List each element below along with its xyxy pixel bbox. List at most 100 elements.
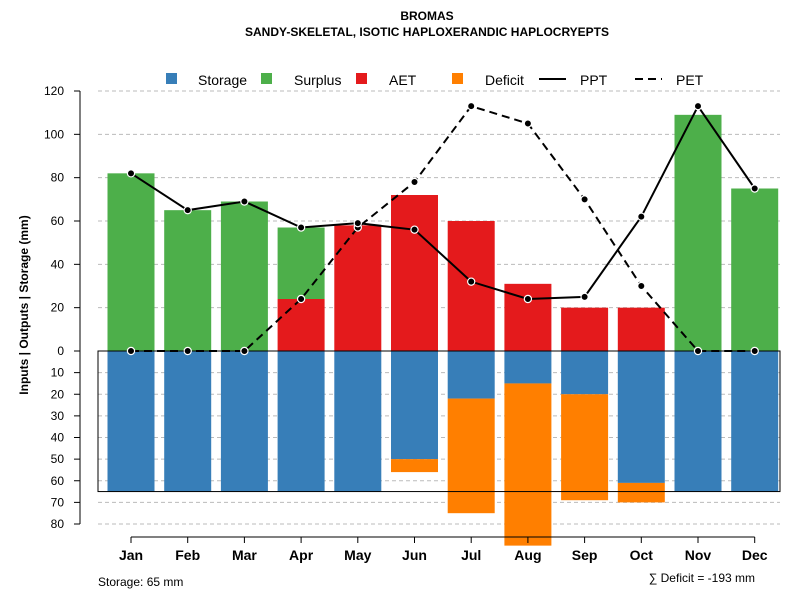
deficit-total: ∑ Deficit = -193 mm xyxy=(649,571,755,585)
aet-bar xyxy=(561,307,609,351)
bars xyxy=(97,114,781,546)
ppt-point xyxy=(410,225,419,234)
y-tick-label: 10 xyxy=(51,366,65,380)
legend-label: Storage xyxy=(198,72,247,88)
deficit-bar xyxy=(391,459,438,473)
storage-bar xyxy=(447,351,495,399)
storage-bar xyxy=(617,351,665,483)
x-tick-label: Aug xyxy=(514,547,541,563)
pet-line xyxy=(131,105,755,352)
axes: 0 20 40 60 80 100 120 10 20 30 40 50 60 70 80 Jan Feb Mar… xyxy=(44,84,768,563)
x-tick-label: Jul xyxy=(461,547,481,563)
ppt-point xyxy=(637,212,646,221)
aet-bar xyxy=(617,307,665,351)
pet-point xyxy=(580,195,589,204)
deficit-bar xyxy=(447,398,495,514)
gridlines xyxy=(98,90,780,525)
legend-swatch xyxy=(261,73,272,84)
y-tick-label: 50 xyxy=(51,452,65,466)
x-tick-label: Oct xyxy=(630,547,654,563)
x-tick-label: Mar xyxy=(232,547,257,563)
ppt-point xyxy=(353,218,362,228)
x-tick-label: Nov xyxy=(685,547,712,563)
storage-bar xyxy=(674,351,722,492)
legend: Storage Surplus AET Deficit PPT PET xyxy=(166,72,704,88)
ppt-point xyxy=(523,294,533,304)
x-tick-label: Jan xyxy=(119,547,143,563)
storage-bar xyxy=(731,351,779,492)
ppt-point xyxy=(693,101,703,111)
pet-point xyxy=(410,177,419,187)
pet-point xyxy=(126,346,136,356)
surplus-bar xyxy=(107,173,155,351)
storage-bar xyxy=(504,351,552,384)
y-tick-label: 40 xyxy=(51,431,65,445)
x-tick-label: Dec xyxy=(742,547,768,563)
y-tick-label: 80 xyxy=(51,171,65,185)
pet-point xyxy=(296,294,306,304)
pet-point xyxy=(523,119,533,128)
ppt-line xyxy=(130,104,756,301)
ppt-point xyxy=(580,292,589,302)
x-tick-label: May xyxy=(344,547,371,563)
y-tick-label: 60 xyxy=(51,214,65,228)
x-tick-label: Feb xyxy=(175,547,200,563)
pet-point xyxy=(750,346,759,356)
ppt-point xyxy=(240,197,249,206)
surplus-bar xyxy=(731,188,779,351)
pet-point xyxy=(467,101,476,111)
storage-bar xyxy=(334,351,382,492)
y-tick-label: 120 xyxy=(44,84,64,98)
legend-label: PET xyxy=(676,72,704,88)
storage-bar xyxy=(561,351,609,395)
deficit-bar xyxy=(617,482,665,503)
aet-bar xyxy=(277,299,325,351)
aet-bar xyxy=(391,195,438,351)
ppt-point xyxy=(126,169,136,178)
ppt-point xyxy=(296,223,306,232)
chart-title: BROMAS xyxy=(400,9,453,23)
legend-label: AET xyxy=(389,72,417,88)
deficit-bar xyxy=(504,383,552,546)
y-tick-label: 20 xyxy=(51,301,65,315)
y-tick-label: 70 xyxy=(51,495,65,509)
storage-bar xyxy=(220,351,268,492)
legend-swatch xyxy=(166,73,177,84)
aet-bar xyxy=(334,225,382,351)
storage-bar xyxy=(164,351,212,492)
deficit-bar xyxy=(561,394,609,501)
ppt-point xyxy=(467,277,476,286)
ppt-point xyxy=(750,184,759,193)
y-tick-label: 40 xyxy=(51,257,65,271)
pet-point xyxy=(693,346,703,356)
legend-label: Deficit xyxy=(485,72,524,88)
surplus-bar xyxy=(220,201,268,351)
x-tick-label: Apr xyxy=(289,547,314,563)
y-tick-label: 80 xyxy=(51,517,65,531)
y-tick-label: 0 xyxy=(57,344,64,358)
y-tick-label: 30 xyxy=(51,409,65,423)
x-tick-label: Sep xyxy=(572,547,598,563)
pet-point xyxy=(240,346,249,356)
x-tick-label: Jun xyxy=(402,547,427,563)
y-axis-label: Inputs | Outputs | Storage (mm) xyxy=(17,215,31,394)
storage-bar xyxy=(391,351,438,460)
y-tick-label: 20 xyxy=(51,387,65,401)
chart-subtitle: SANDY-SKELETAL, ISOTIC HAPLOXERANDIC HAP… xyxy=(245,25,609,39)
legend-swatch xyxy=(356,73,367,84)
storage-bar xyxy=(277,351,325,492)
legend-label: Surplus xyxy=(294,72,341,88)
storage-note: Storage: 65 mm xyxy=(98,575,183,589)
pet-point xyxy=(183,346,192,356)
y-tick-label: 60 xyxy=(51,474,65,488)
surplus-bar xyxy=(164,210,212,351)
pet-point xyxy=(637,281,646,291)
storage-bar xyxy=(107,351,155,492)
ppt-point xyxy=(183,205,192,215)
legend-swatch xyxy=(452,73,463,84)
storage-capacity-outline xyxy=(97,350,781,493)
surplus-bar xyxy=(277,227,325,299)
surplus-bar xyxy=(674,114,722,351)
legend-label: PPT xyxy=(580,72,608,88)
y-tick-label: 100 xyxy=(44,127,64,141)
